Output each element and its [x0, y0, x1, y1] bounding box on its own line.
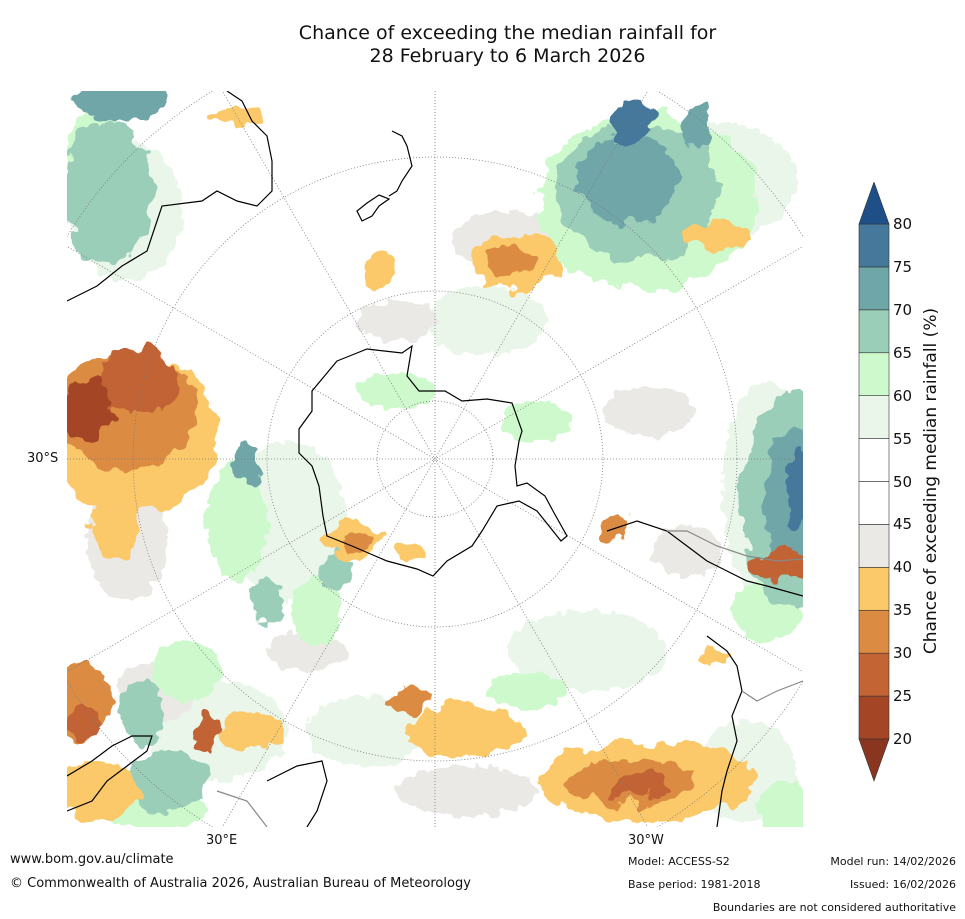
footer-issued: Issued: 16/02/2026 [849, 878, 956, 891]
colorbar-segment [858, 266, 890, 311]
colorbar-tick-label: 70 [893, 300, 913, 319]
footer-model-run: Model run: 14/02/2026 [830, 855, 956, 868]
wet-region-indian-ocean [67, 91, 351, 811]
colorbar-segment [858, 395, 890, 439]
colorbar-segment [858, 223, 890, 268]
colorbar [858, 182, 890, 782]
longitude-label-30w: 30°W [628, 833, 664, 848]
colorbar-tick-label: 80 [893, 215, 913, 233]
colorbar-tick-label: 45 [893, 515, 913, 534]
colorbar-under-triangle [858, 738, 890, 782]
south-america-east-coastline [706, 635, 743, 827]
graticule [67, 91, 803, 827]
colorbar-segment [858, 438, 890, 482]
country-borders [216, 530, 803, 827]
colorbar-tick-label: 35 [893, 601, 913, 620]
footer-copyright: © Commonwealth of Australia 2026, Austra… [10, 876, 471, 891]
colorbar-tick-label: 30 [893, 644, 913, 663]
africa-coastline [67, 735, 153, 812]
dry-region-queen-maud-coast [324, 523, 428, 561]
dry-region-south-atlantic [197, 514, 803, 821]
australia-coastline [67, 91, 273, 302]
new-zealand-north-coastline [388, 130, 413, 197]
colorbar-tick-label: 50 [893, 472, 913, 491]
dry-region-tasman [212, 106, 747, 291]
colorbar-tick-label: 65 [893, 343, 913, 362]
colorbar-tick-label: 20 [893, 730, 913, 748]
coastlines [67, 91, 803, 827]
dry-region-indian-ocean [67, 346, 217, 821]
south-america-coastline [606, 520, 803, 597]
colorbar-tick-label: 40 [893, 558, 913, 577]
latitude-label-30s: 30°S [27, 451, 59, 466]
footer-boundaries: Boundaries are not considered authoritat… [712, 901, 956, 914]
colorbar-label-text: Chance of exceeding median rainfall (%) [921, 307, 941, 655]
new-zealand-south-coastline [356, 194, 391, 222]
colorbar-segment [858, 352, 890, 396]
longitude-label-30e: 30°E [206, 833, 238, 848]
colorbar-segment [858, 567, 890, 611]
colorbar-segment [858, 609, 890, 654]
polar-map [67, 91, 803, 827]
colorbar-segment [858, 309, 890, 354]
colorbar-segment [858, 695, 890, 740]
colorbar-tick-label: 25 [893, 687, 913, 706]
colorbar-segment [858, 524, 890, 568]
madagascar-coastline [266, 760, 328, 827]
map-title-line2: 28 February to 6 March 2026 [369, 45, 646, 67]
colorbar-tick-label: 60 [893, 386, 913, 405]
colorbar-over-triangle [858, 182, 890, 225]
colorbar-segment [858, 481, 890, 525]
colorbar-tick-label: 75 [893, 257, 913, 276]
antarctica-coastline [298, 344, 568, 577]
footer-url: www.bom.gov.au/climate [10, 852, 174, 867]
colorbar-segment [858, 652, 890, 697]
footer-model: Model: ACCESS-S2 [628, 855, 730, 868]
colorbar-tick-label: 55 [893, 429, 913, 448]
map-title-line1: Chance of exceeding the median rainfall … [298, 22, 717, 44]
footer-base-period: Base period: 1981-2018 [628, 878, 761, 891]
polar-map-canvas [67, 91, 803, 827]
